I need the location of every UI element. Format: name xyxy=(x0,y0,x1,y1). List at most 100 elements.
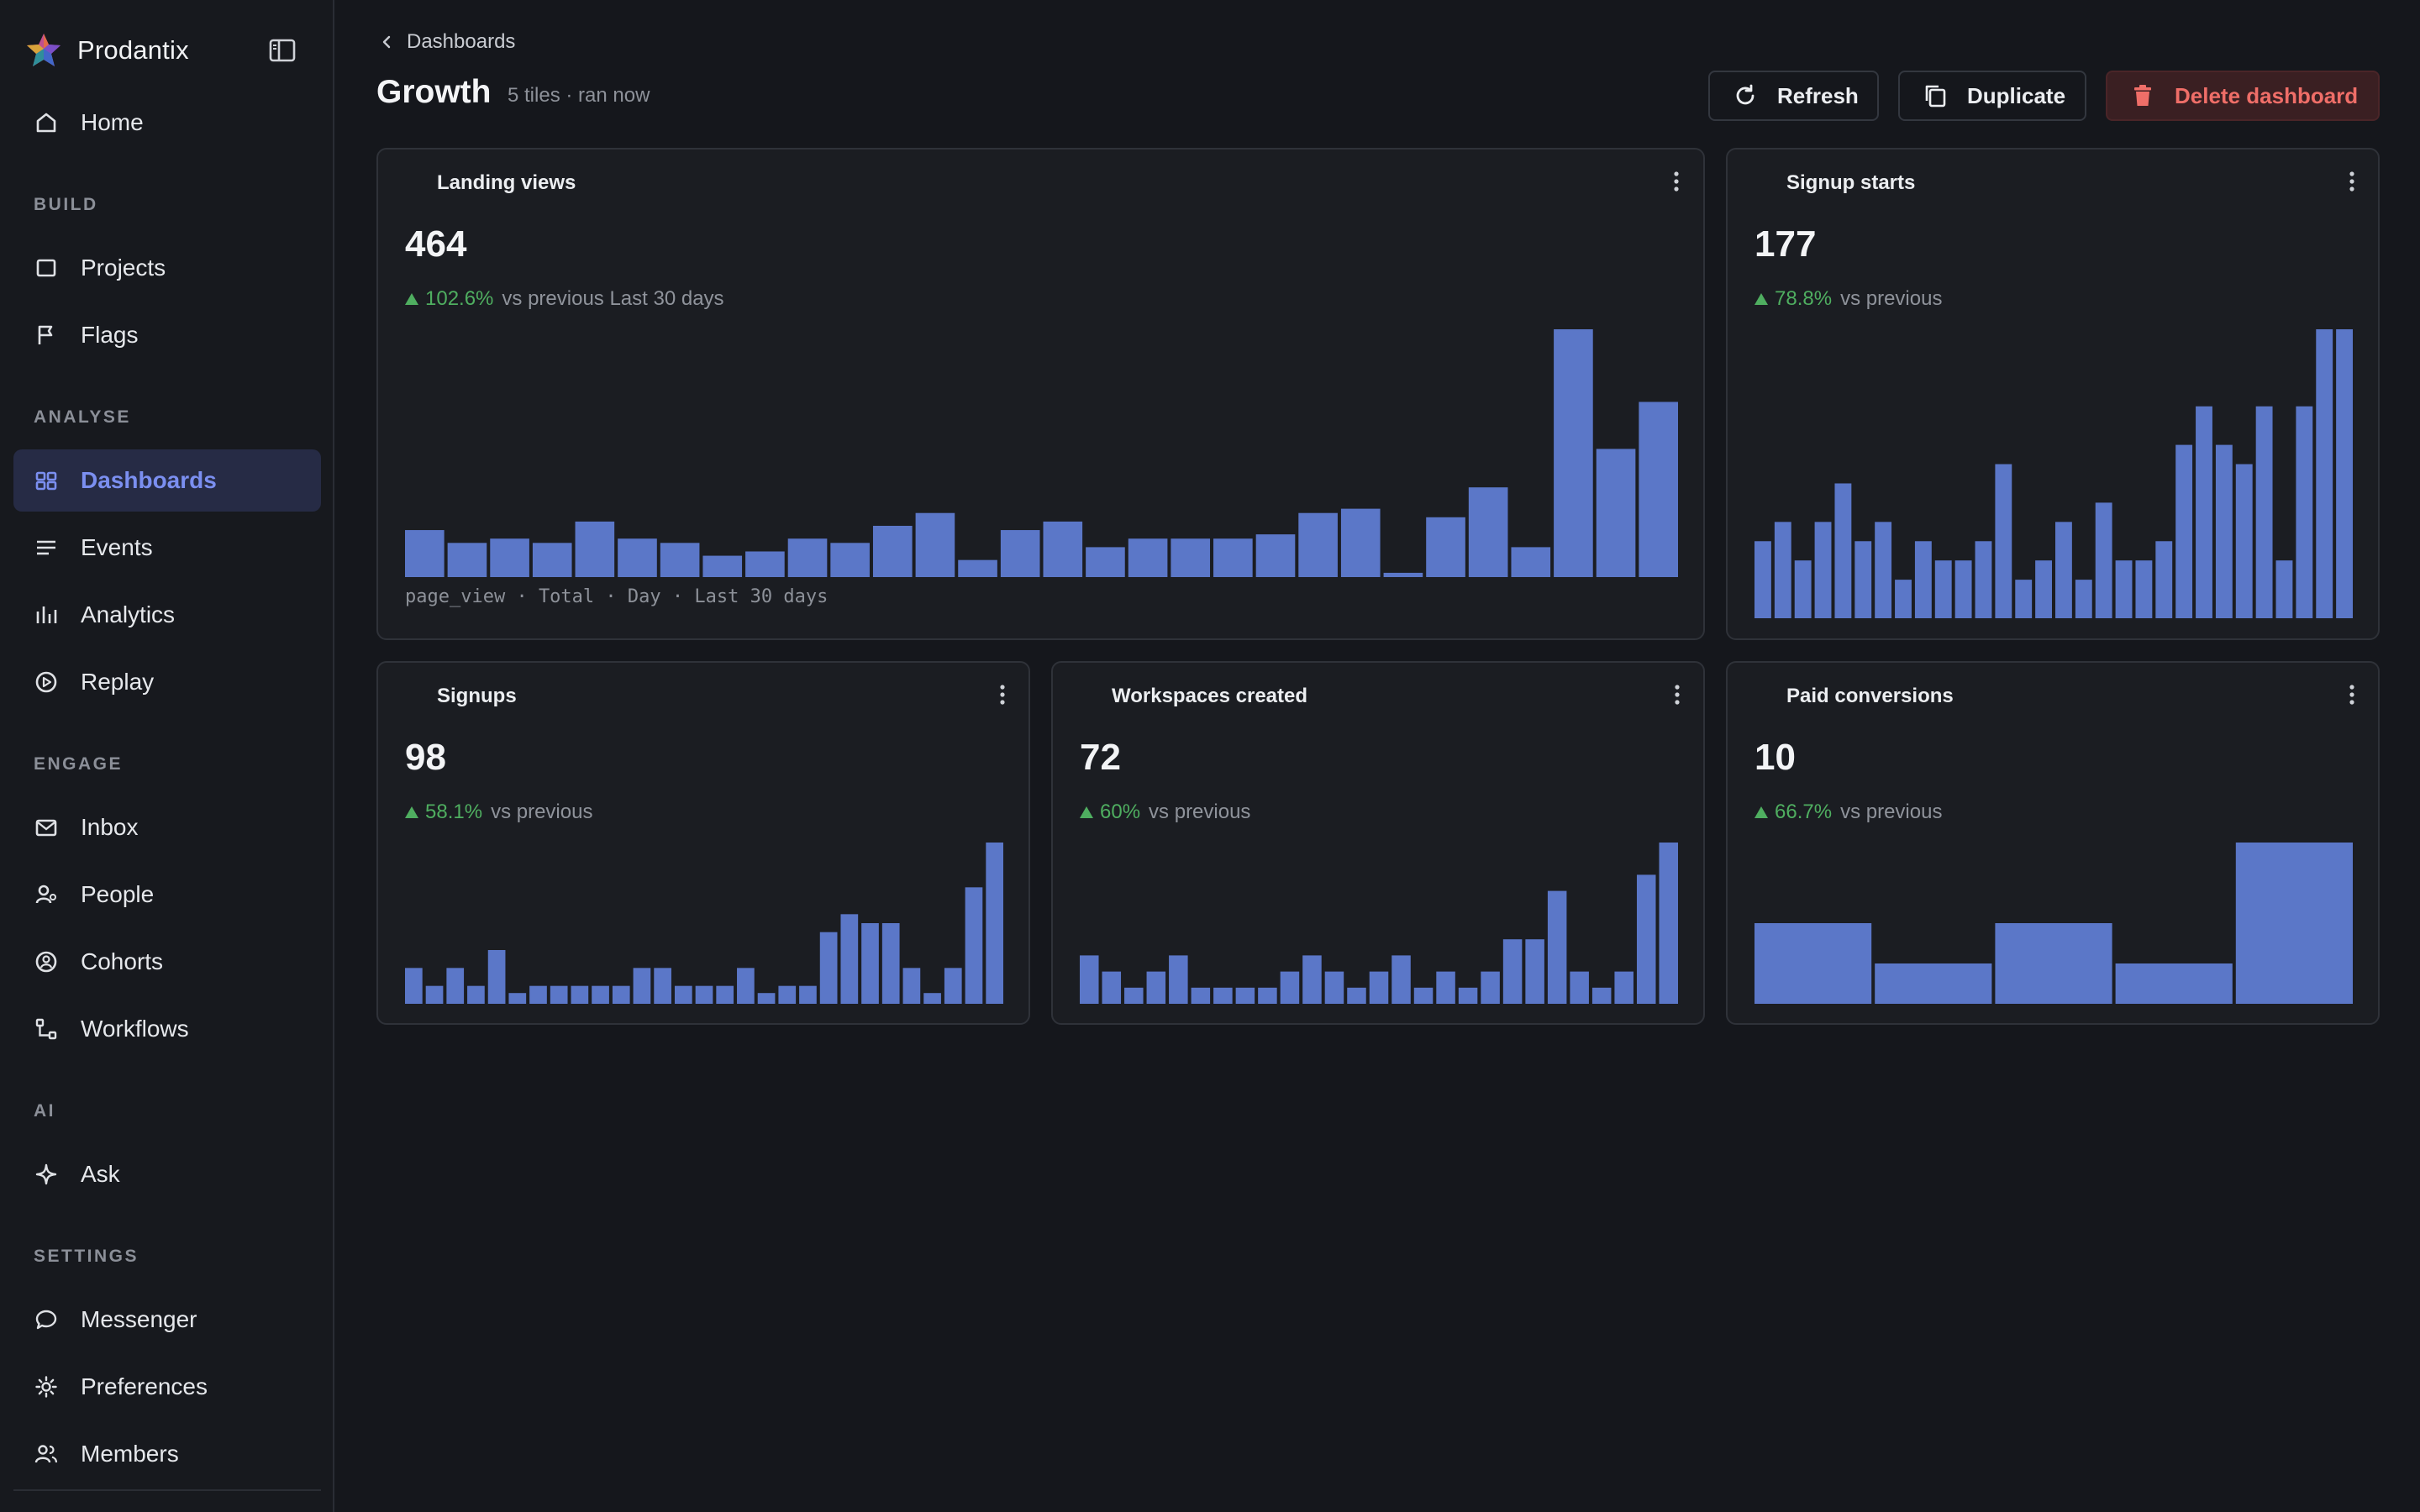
chart-bar[interactable] xyxy=(2015,580,2033,618)
sidebar-item-analytics[interactable]: Analytics xyxy=(13,584,321,646)
sidebar-item-events[interactable]: Events xyxy=(13,517,321,579)
chart-bar[interactable] xyxy=(575,521,615,577)
chart-bar[interactable] xyxy=(986,843,1003,1004)
chart-bar[interactable] xyxy=(2095,502,2112,618)
chart-bar[interactable] xyxy=(1934,560,1952,618)
chart-bar[interactable] xyxy=(819,932,838,1004)
chart-bar[interactable] xyxy=(532,543,572,577)
chart-bar[interactable] xyxy=(447,543,487,577)
chart-bar[interactable] xyxy=(1854,541,1872,618)
chart-bar[interactable] xyxy=(1298,512,1338,577)
chart-bar[interactable] xyxy=(1774,522,1791,618)
chart-bar[interactable] xyxy=(2075,580,2092,618)
chart-bar[interactable] xyxy=(958,559,997,577)
chart-bar[interactable] xyxy=(1995,464,2012,618)
chart-bar[interactable] xyxy=(1481,971,1500,1004)
chart-bar[interactable] xyxy=(1128,538,1168,577)
chart-bar[interactable] xyxy=(571,985,589,1004)
chart-bar[interactable] xyxy=(1043,521,1083,577)
duplicate-button[interactable]: Duplicate xyxy=(1898,71,2086,121)
chart-bar[interactable] xyxy=(654,968,671,1004)
chart-bar[interactable] xyxy=(1171,538,1211,577)
chart-bar[interactable] xyxy=(830,543,870,577)
chart-bar[interactable] xyxy=(757,993,776,1004)
chart-bar[interactable] xyxy=(2255,406,2273,618)
chart-bar[interactable] xyxy=(1347,987,1366,1004)
tile-menu-button[interactable] xyxy=(1664,166,1689,197)
chart-bar[interactable] xyxy=(612,985,630,1004)
chart-bar[interactable] xyxy=(716,985,734,1004)
chart-bar[interactable] xyxy=(446,968,465,1004)
chart-bar[interactable] xyxy=(2115,560,2133,618)
chart-bar[interactable] xyxy=(778,985,797,1004)
chart-bar[interactable] xyxy=(1392,955,1411,1004)
chart-bar[interactable] xyxy=(467,985,485,1004)
chart-bar[interactable] xyxy=(1383,572,1423,577)
chart-bar[interactable] xyxy=(2155,541,2173,618)
chart-bar[interactable] xyxy=(1369,971,1389,1004)
chart-bar[interactable] xyxy=(1213,538,1253,577)
chart-bar[interactable] xyxy=(840,914,859,1004)
sidebar-item-flags[interactable]: Flags xyxy=(13,304,321,366)
chart-bar[interactable] xyxy=(1639,402,1678,577)
chart-bar[interactable] xyxy=(965,887,983,1004)
chart-bar[interactable] xyxy=(902,968,921,1004)
sidebar-item-home[interactable]: Home xyxy=(13,92,321,154)
sidebar-item-cohorts[interactable]: Cohorts xyxy=(13,931,321,993)
chart-bar[interactable] xyxy=(1324,971,1344,1004)
sidebar-collapse-button[interactable] xyxy=(267,35,297,66)
refresh-button[interactable]: Refresh xyxy=(1708,71,1879,121)
tile-menu-button[interactable] xyxy=(1665,680,1690,710)
chart-bar[interactable] xyxy=(1000,530,1040,577)
chart-bar[interactable] xyxy=(2316,329,2333,618)
chart-bar[interactable] xyxy=(592,985,609,1004)
chart-bar[interactable] xyxy=(425,985,444,1004)
chart-bar[interactable] xyxy=(1614,971,1634,1004)
chart-bar[interactable] xyxy=(633,968,651,1004)
chart-bar[interactable] xyxy=(2215,444,2233,618)
chart-bar[interactable] xyxy=(1191,987,1211,1004)
chart-bar[interactable] xyxy=(1124,987,1144,1004)
chart-bar[interactable] xyxy=(1468,487,1508,577)
chart-bar[interactable] xyxy=(787,538,828,577)
chart-bar[interactable] xyxy=(881,923,900,1004)
breadcrumb[interactable]: Dashboards xyxy=(380,29,515,55)
chart-bar[interactable] xyxy=(915,512,955,577)
chart-bar[interactable] xyxy=(1875,963,1992,1004)
chart-bar[interactable] xyxy=(1502,939,1523,1004)
chart-bar[interactable] xyxy=(1754,541,1771,618)
chart-bar[interactable] xyxy=(1547,890,1567,1004)
chart-bar[interactable] xyxy=(2196,406,2212,618)
chart-bar[interactable] xyxy=(529,985,547,1004)
chart-bar[interactable] xyxy=(1525,939,1544,1004)
chart-bar[interactable] xyxy=(1995,923,2112,1004)
chart-bar[interactable] xyxy=(1914,541,1932,618)
chart-bar[interactable] xyxy=(1570,971,1589,1004)
chart-bar[interactable] xyxy=(1954,560,1972,618)
chart-bar[interactable] xyxy=(1511,547,1551,577)
chart-bar[interactable] xyxy=(695,985,713,1004)
chart-bar[interactable] xyxy=(487,950,506,1004)
chart-bar[interactable] xyxy=(737,968,755,1004)
tile-menu-button[interactable] xyxy=(2339,680,2365,710)
chart-bar[interactable] xyxy=(745,551,785,577)
chart-bar[interactable] xyxy=(1258,987,1277,1004)
chart-bar[interactable] xyxy=(1659,843,1678,1004)
chart-bar[interactable] xyxy=(1591,987,1612,1004)
chart-bar[interactable] xyxy=(2115,963,2233,1004)
brand[interactable]: Prodantix xyxy=(25,32,189,69)
chart-bar[interactable] xyxy=(1302,955,1322,1004)
chart-bar[interactable] xyxy=(2336,329,2353,618)
sidebar-item-preferences[interactable]: Preferences xyxy=(13,1356,321,1418)
chart-bar[interactable] xyxy=(2275,560,2293,618)
chart-bar[interactable] xyxy=(702,555,743,577)
sidebar-item-replay[interactable]: Replay xyxy=(13,651,321,713)
chart-bar[interactable] xyxy=(2135,560,2153,618)
chart-bar[interactable] xyxy=(1975,541,1992,618)
chart-bar[interactable] xyxy=(1596,449,1636,577)
chart-bar[interactable] xyxy=(1636,874,1656,1004)
chart-bar[interactable] xyxy=(1213,987,1233,1004)
chart-bar[interactable] xyxy=(1255,534,1296,577)
chart-bar[interactable] xyxy=(490,538,529,577)
chart-bar[interactable] xyxy=(1895,580,1912,618)
